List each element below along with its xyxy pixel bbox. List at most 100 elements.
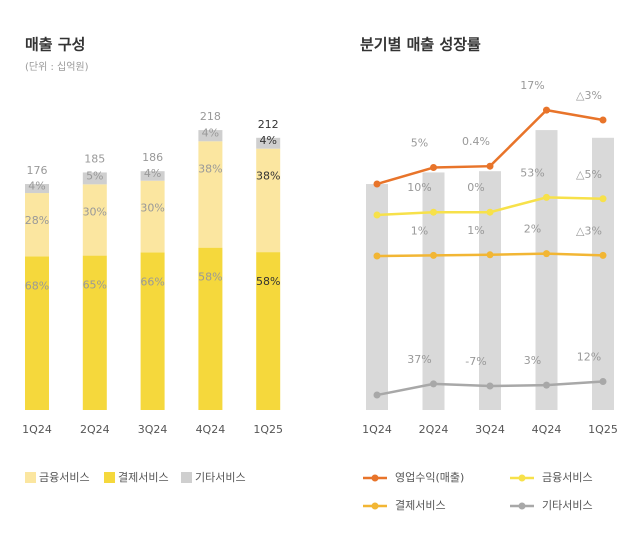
value-label: 4%	[259, 134, 276, 147]
value-label: 65%	[83, 279, 107, 292]
value-label: 0.4%	[462, 135, 490, 148]
point	[486, 162, 494, 170]
value-label: 5%	[86, 169, 103, 182]
x-tick-label: 3Q24	[475, 423, 505, 436]
value-label: 66%	[140, 275, 164, 288]
point	[486, 251, 494, 259]
x-tick-label: 4Q24	[532, 423, 562, 436]
line-start	[376, 166, 434, 186]
legend-label: 영업수익(매출)	[395, 471, 464, 484]
value-label: 3%	[524, 354, 541, 367]
point	[430, 380, 437, 388]
value-label: 0%	[467, 181, 484, 194]
value-label: 1%	[411, 224, 428, 237]
background-bar	[366, 184, 388, 410]
total-label: 185	[84, 152, 105, 165]
legend-label: 금융서비스	[39, 471, 90, 484]
bar-segment	[82, 255, 107, 410]
legend-label: 결제서비스	[118, 471, 169, 484]
legend-dot	[518, 474, 526, 482]
line	[433, 196, 604, 214]
value-label: 58%	[198, 271, 222, 284]
bar-segment	[140, 171, 165, 181]
legend-swatch	[104, 472, 115, 483]
point	[599, 378, 607, 385]
bar-segment	[140, 252, 165, 410]
chart-title: 매출 구성	[25, 36, 85, 54]
line-start	[376, 382, 434, 397]
value-label: 1%	[467, 224, 484, 237]
value-label: 58%	[256, 275, 280, 288]
legend-label: 기타서비스	[195, 471, 246, 484]
x-tick-label: 1Q25	[253, 423, 283, 436]
start-point	[373, 211, 381, 219]
value-label: 2%	[524, 223, 541, 236]
value-label: 5%	[411, 137, 428, 150]
bar-segment	[25, 184, 49, 194]
legend-label: 기타서비스	[542, 499, 593, 512]
line	[433, 380, 604, 388]
value-label: 10%	[407, 181, 431, 194]
value-label: △5%	[576, 168, 602, 181]
x-tick-label: 2Q24	[80, 423, 110, 436]
bar-segment	[256, 252, 281, 410]
bar-segment	[198, 247, 223, 410]
bar-segment	[140, 180, 165, 253]
total-label: 218	[200, 110, 221, 123]
value-label: 68%	[25, 279, 49, 292]
legend-label: 결제서비스	[395, 499, 446, 512]
bar-segment	[25, 193, 49, 257]
value-label: 4%	[28, 180, 45, 193]
background-bar	[592, 137, 614, 411]
value-label: 30%	[140, 202, 164, 215]
x-tick-label: 4Q24	[196, 423, 226, 436]
total-label: 186	[142, 151, 163, 164]
value-label: △3%	[576, 224, 602, 237]
background-bar	[422, 172, 445, 410]
value-label: △3%	[576, 89, 602, 102]
legend-dot	[518, 502, 526, 510]
point	[599, 116, 607, 124]
legend-swatch	[25, 472, 36, 483]
legend-swatch	[181, 472, 192, 483]
value-label: -7%	[465, 355, 486, 368]
value-label: 28%	[25, 214, 49, 227]
bar-segment	[25, 256, 49, 410]
bar-segment	[198, 130, 223, 142]
point	[430, 208, 437, 216]
value-label: 12%	[577, 351, 601, 364]
start-point	[373, 252, 381, 260]
bar-segment	[82, 184, 107, 256]
line-start	[376, 254, 434, 258]
point	[543, 381, 550, 389]
line	[433, 108, 604, 169]
point	[486, 382, 494, 390]
value-label: 37%	[407, 353, 431, 366]
value-label: 30%	[83, 205, 107, 218]
point	[486, 208, 494, 216]
total-label: 212	[258, 118, 279, 131]
x-tick-label: 1Q25	[588, 423, 618, 436]
total-label: 176	[27, 164, 48, 177]
start-point	[373, 391, 381, 399]
point	[543, 106, 550, 114]
bar-segment	[256, 137, 281, 149]
value-label: 38%	[256, 170, 280, 183]
legend-dot	[371, 474, 379, 482]
x-tick-label: 3Q24	[138, 423, 168, 436]
value-label: 4%	[144, 167, 161, 180]
chart-title: 분기별 매출 성장률	[360, 36, 481, 54]
point	[543, 193, 550, 201]
point	[599, 195, 607, 203]
value-label: 53%	[520, 166, 544, 179]
bar-segment	[256, 148, 281, 253]
point	[430, 164, 437, 172]
x-tick-label: 2Q24	[419, 423, 449, 436]
legend-dot	[371, 502, 379, 510]
bar-segment	[198, 141, 223, 248]
background-bar	[479, 171, 501, 410]
line-start	[376, 210, 434, 217]
x-tick-label: 1Q24	[362, 423, 392, 436]
value-label: 17%	[520, 79, 544, 92]
